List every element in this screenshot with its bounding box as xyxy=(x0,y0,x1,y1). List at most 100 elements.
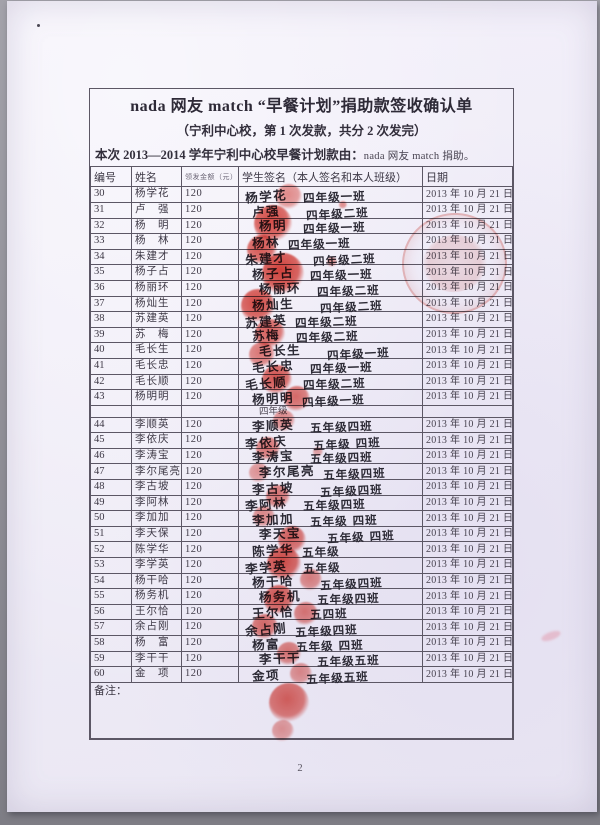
date-cell: 2013 年 10 月 21 日 xyxy=(422,666,513,683)
signature-cell: 毛长生 四年级一班 xyxy=(238,342,423,362)
table-row: 48 李古坡 120 李古坡 五年级四班 2013 年 10 月 21 日 xyxy=(90,479,513,499)
amount-cell: 120 xyxy=(181,217,239,235)
name-cell: 苏 梅 xyxy=(131,326,182,344)
row-number-cell: 52 xyxy=(90,541,132,559)
amount-cell: 120 xyxy=(181,201,239,219)
header-amount: 领发金额（元） xyxy=(181,166,239,188)
handwritten-signature: 杨灿生 xyxy=(251,296,295,314)
date-cell: 2013 年 10 月 21 日 xyxy=(422,447,513,465)
name-cell: 余占刚 xyxy=(131,619,182,637)
signature-cell: 杨丽环 四年级二班 xyxy=(238,280,423,299)
date-cell: 2013 年 10 月 21 日 xyxy=(422,603,513,621)
table-row: 57 余占刚 120 余占刚 五年级四班 2013 年 10 月 21 日 xyxy=(90,619,513,640)
amount-cell: 120 xyxy=(181,389,239,406)
signature-cell: 苏梅 四年级二班 xyxy=(238,326,423,345)
row-number-cell: 59 xyxy=(90,650,132,668)
amount-cell: 120 xyxy=(181,557,239,574)
date-cell: 2013 年 10 月 21 日 xyxy=(422,295,513,313)
date-cell: 2013 年 10 月 21 日 xyxy=(422,572,513,590)
date-cell: 2013 年 10 月 21 日 xyxy=(422,635,513,652)
signature-cell: 杨明 四年级一班 xyxy=(238,217,423,236)
signature-cell: 李古坡 五年级四班 xyxy=(238,479,423,499)
amount-cell: 120 xyxy=(181,541,239,559)
name-cell: 杨学花 xyxy=(131,186,182,203)
amount-cell: 120 xyxy=(181,373,239,391)
table-row: 55 杨务机 120 杨务机 五年级四班 2013 年 10 月 21 日 xyxy=(90,588,513,607)
name-cell: 李尔尾亮 xyxy=(131,463,182,481)
handwritten-signature: 毛长忠 xyxy=(251,358,295,376)
table-row: 60 金 项 120 金项 五年级五班 2013 年 10 月 21 日 xyxy=(90,666,513,686)
name-cell: 陈学华 xyxy=(131,541,182,559)
table-row: 31 卢 强 120 卢强 四年级二班 2013 年 10 月 21 日 xyxy=(90,201,513,222)
handwritten-signature: 卢强 xyxy=(251,202,281,220)
amount-cell: 120 xyxy=(181,311,239,328)
date-cell: 2013 年 10 月 21 日 xyxy=(422,201,513,219)
table-row: 51 李天保 120 李天宝 五年级 四班 2013 年 10 月 21 日 xyxy=(90,526,513,546)
name-cell: 杨干哈 xyxy=(131,572,182,590)
row-number-cell: 46 xyxy=(90,447,132,465)
name-cell: 李涛宝 xyxy=(131,447,182,465)
header-name: 姓名 xyxy=(131,166,182,188)
amount-cell: 120 xyxy=(181,279,239,297)
table-row: 32 杨 明 120 杨明 四年级一班 2013 年 10 月 21 日 xyxy=(90,217,513,236)
table-row: 42 毛长顺 120 毛长顺 四年级二班 2013 年 10 月 21 日 xyxy=(90,373,513,393)
table-row: 46 李涛宝 120 李涛宝 五年级四班 2013 年 10 月 21 日 xyxy=(90,447,513,467)
amount-cell: 120 xyxy=(181,510,239,527)
remarks-row: 备注： xyxy=(90,681,513,739)
donor-line-prefix: 本次 2013—2014 学年宁利中心校早餐计划款由： xyxy=(95,148,364,163)
form-border-box: nada 网友 match “早餐计划”捐助款签收确认单 （宁利中心校，第 1 … xyxy=(89,88,514,740)
date-cell: 2013 年 10 月 21 日 xyxy=(422,479,513,496)
name-cell: 苏建英 xyxy=(131,311,182,328)
signature-cell: 李尔尾亮 五年级四班 xyxy=(238,463,423,482)
signature-cell: 杨干哈 五年级四班 xyxy=(238,572,423,593)
row-number-cell: 42 xyxy=(90,373,132,391)
date-cell: 2013 年 10 月 21 日 xyxy=(422,311,513,328)
row-number-cell: 30 xyxy=(90,186,132,203)
handwritten-signature: 李尔尾亮 xyxy=(258,463,316,481)
header-date: 日期 xyxy=(422,166,513,188)
date-cell: 2013 年 10 月 21 日 xyxy=(422,557,513,574)
name-cell: 王尔恰 xyxy=(131,603,182,621)
handwritten-signature: 杨子占 xyxy=(251,264,295,282)
handwritten-signature: 李古坡 xyxy=(251,479,295,497)
handwritten-signature: 陈学华 xyxy=(251,541,295,560)
table-row: 35 杨子占 120 杨子占 四年级一班 2013 年 10 月 21 日 xyxy=(90,264,513,283)
name-cell: 毛长生 xyxy=(131,342,182,359)
name-cell: 李干干 xyxy=(131,650,182,668)
name-cell: 杨 明 xyxy=(131,217,182,235)
name-cell: 杨子占 xyxy=(131,264,182,281)
date-cell: 2013 年 10 月 21 日 xyxy=(422,650,513,668)
date-cell: 2013 年 10 月 21 日 xyxy=(422,588,513,605)
date-cell: 2013 年 10 月 21 日 xyxy=(422,217,513,235)
name-cell: 毛长忠 xyxy=(131,357,182,375)
handwritten-signature: 李干干 xyxy=(258,650,302,667)
signature-cell: 余占刚 五年级四班 xyxy=(238,619,423,640)
row-number-cell: 31 xyxy=(90,201,132,219)
signature-cell: 陈学华 五年级 xyxy=(238,541,423,560)
date-cell: 2013 年 10 月 21 日 xyxy=(422,389,513,406)
amount-cell: 120 xyxy=(181,248,239,266)
row-number-cell: 38 xyxy=(90,311,132,328)
signature-cell: 卢强 四年级二班 xyxy=(238,201,423,222)
table-row: 41 毛长忠 120 毛长忠 四年级一班 2013 年 10 月 21 日 xyxy=(90,357,513,377)
signature-cell: 四年级 xyxy=(238,404,423,418)
signature-cell: 李加加 五年级 四班 xyxy=(238,510,423,529)
table-row: 四年级 xyxy=(90,404,513,418)
name-cell: 杨 富 xyxy=(131,635,182,652)
amount-cell: 120 xyxy=(181,666,239,683)
paper-speck xyxy=(37,24,40,27)
table-row: 45 李依庆 120 李依庆 五年级 四班 2013 年 10 月 21 日 xyxy=(90,432,513,453)
name-cell: 杨丽环 xyxy=(131,279,182,297)
handwritten-signature: 杨务机 xyxy=(258,588,302,605)
signature-cell: 李阿林 五年级四班 xyxy=(238,494,423,514)
table-row: 30 杨学花 120 杨学花 四年级一班 2013 年 10 月 21 日 xyxy=(90,186,513,206)
handwritten-signature: 毛长生 xyxy=(258,342,302,359)
row-number-cell: 44 xyxy=(90,416,132,434)
table-header-row: 编号 姓名 领发金额（元） 学生签名（本人签名和本人班级） 日期 xyxy=(90,166,513,188)
name-cell: 卢 强 xyxy=(131,201,182,219)
signature-cell: 苏建英 四年级二班 xyxy=(238,311,423,330)
amount-cell: 120 xyxy=(181,326,239,344)
row-number-cell: 60 xyxy=(90,666,132,683)
table-row: 47 李尔尾亮 120 李尔尾亮 五年级四班 2013 年 10 月 21 日 xyxy=(90,463,513,482)
name-cell: 杨务机 xyxy=(131,588,182,605)
